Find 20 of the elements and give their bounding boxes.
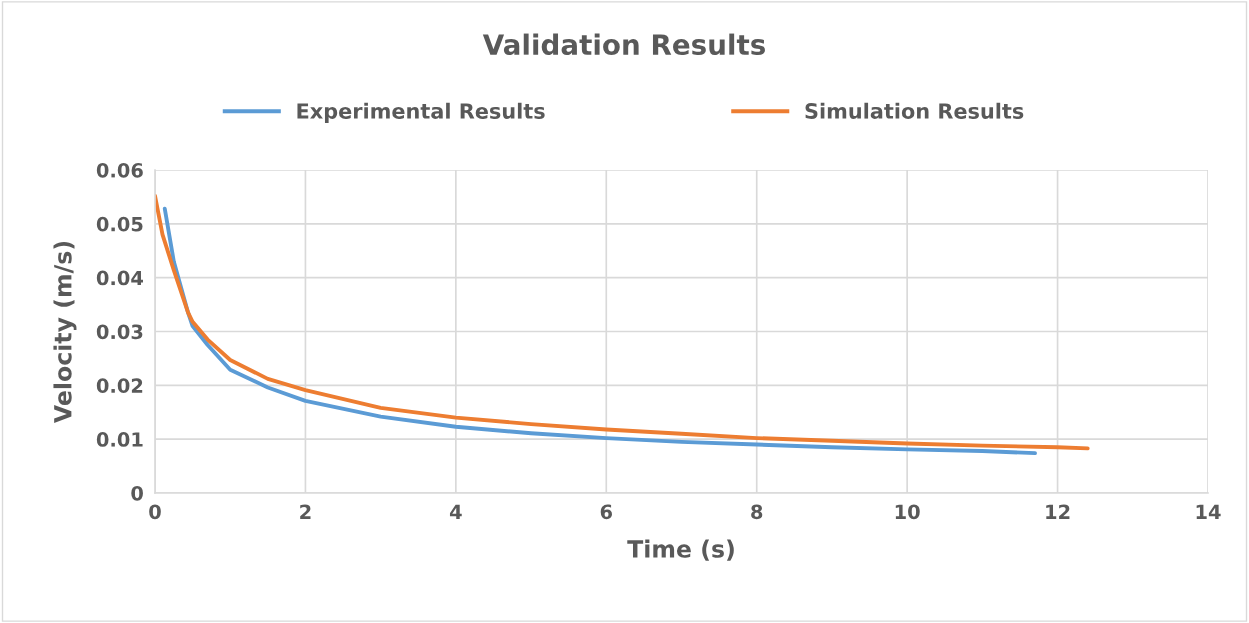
legend-label: Simulation Results <box>805 102 1024 119</box>
x-tick-label: 6 <box>600 504 613 520</box>
x-tick-label: 14 <box>1196 504 1221 519</box>
x-tick-label: 12 <box>1046 504 1070 519</box>
y-tick-label: 0.06 <box>96 162 143 178</box>
x-tick-label: 8 <box>751 504 763 520</box>
x-tick-label: 4 <box>449 504 462 519</box>
y-tick-label: 0.02 <box>96 378 143 393</box>
chart-title: Validation Results <box>482 33 765 56</box>
y-tick-label: 0.01 <box>96 432 143 447</box>
x-tick-label: 10 <box>895 504 920 520</box>
x-axis-title: Time (s) <box>627 539 734 561</box>
x-tick-label: 0 <box>149 504 161 520</box>
y-tick-label: 0.05 <box>96 216 143 232</box>
legend-label: Experimental Results <box>297 102 545 123</box>
y-axis-title: Velocity (m/s) <box>53 241 77 423</box>
y-tick-label: 0.04 <box>96 270 143 286</box>
x-tick-label: 2 <box>300 504 311 519</box>
y-tick-label: 0 <box>131 485 143 501</box>
y-tick-label: 0.03 <box>96 324 143 340</box>
